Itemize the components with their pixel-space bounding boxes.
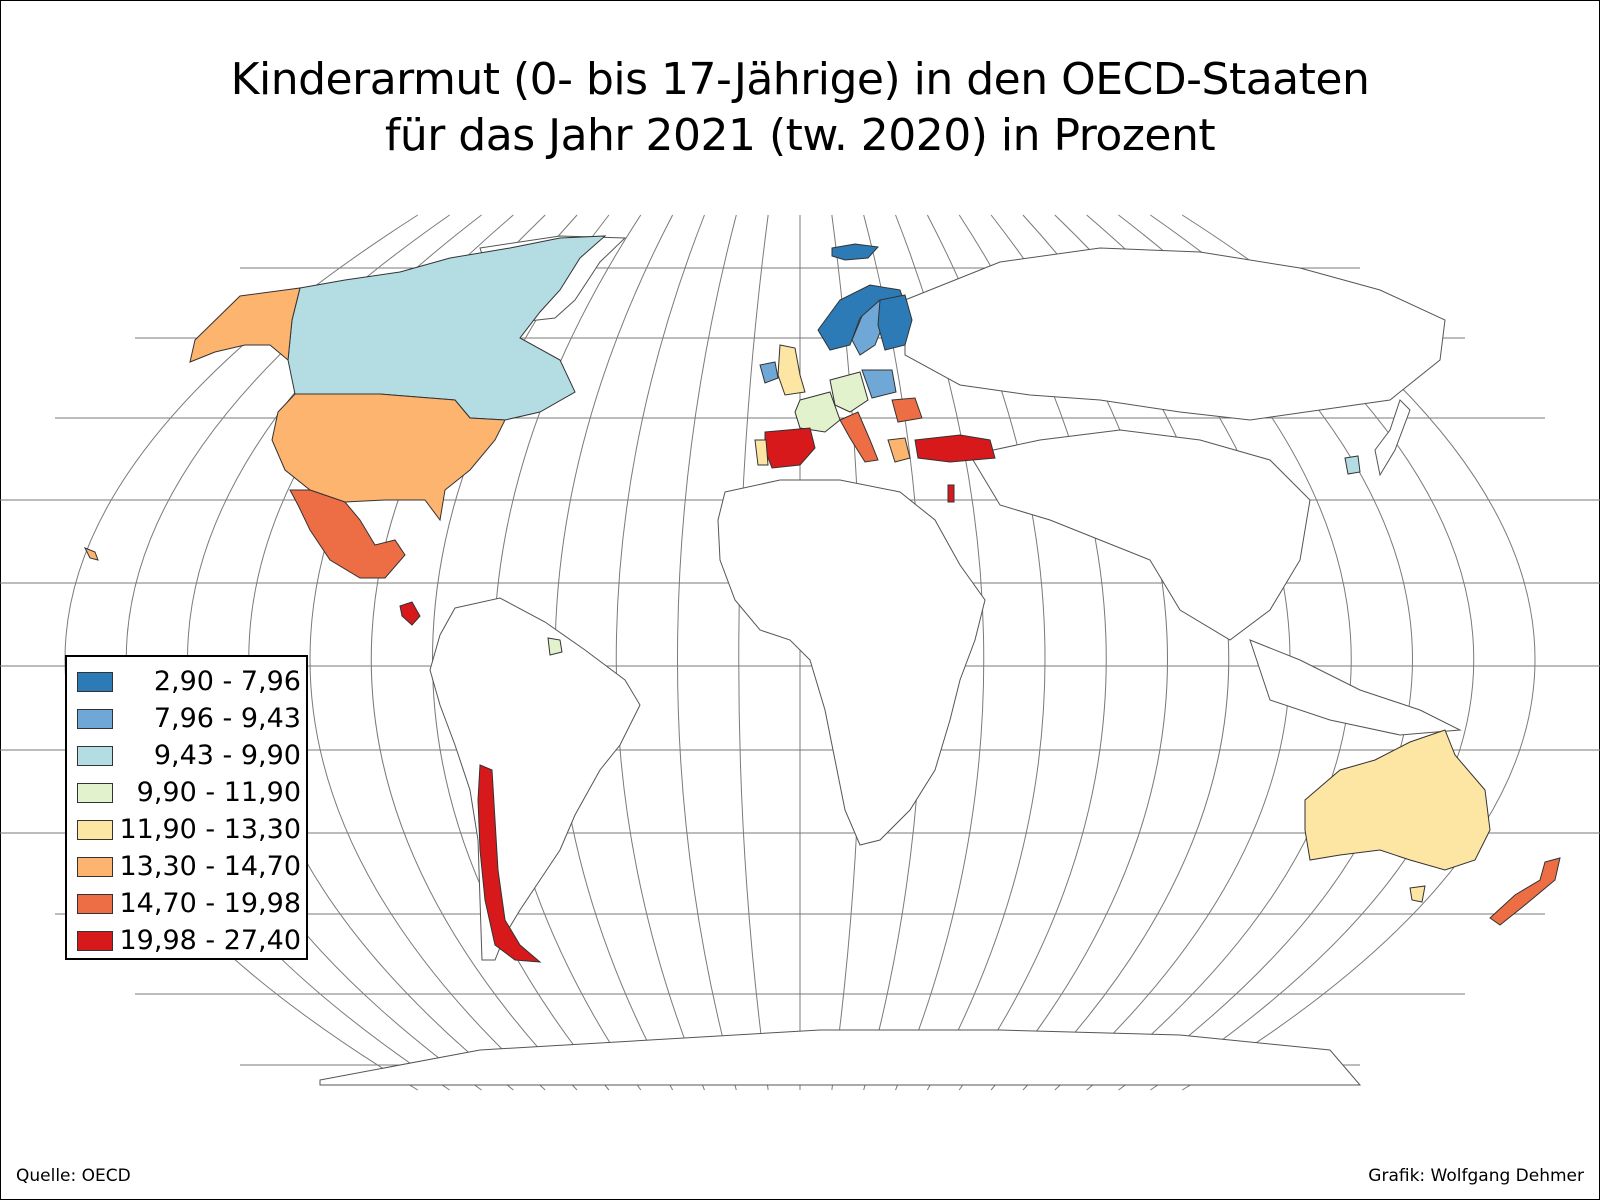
outline-russia-asia bbox=[904, 247, 1446, 421]
legend-row: 14,70 - 19,98 bbox=[77, 889, 301, 919]
legend-row: 7,96 - 9,43 bbox=[77, 704, 301, 734]
country-turkey bbox=[914, 434, 996, 463]
graticule-meridian bbox=[677, 214, 737, 1091]
country-usa bbox=[271, 393, 506, 522]
legend-label: 9,90 - 11,90 bbox=[136, 777, 301, 808]
oecd-countries bbox=[83, 235, 1561, 963]
country-spain bbox=[764, 427, 816, 469]
country-poland bbox=[861, 369, 897, 399]
country-south-korea bbox=[1344, 455, 1361, 475]
map-title: Kinderarmut (0- bis 17-Jährige) in den O… bbox=[0, 52, 1600, 164]
title-line-2: für das Jahr 2021 (tw. 2020) in Prozent bbox=[384, 110, 1216, 161]
legend-row: 9,43 - 9,90 bbox=[77, 741, 301, 771]
country-colombia bbox=[547, 637, 563, 656]
country-ireland bbox=[759, 361, 779, 384]
legend-swatch bbox=[77, 672, 113, 692]
map-legend: 2,90 - 7,96 7,96 - 9,43 9,43 - 9,90 9,90… bbox=[65, 655, 308, 960]
legend-label: 14,70 - 19,98 bbox=[119, 888, 302, 919]
country-new-zealand bbox=[1489, 857, 1561, 926]
country-uk bbox=[777, 344, 806, 396]
graticule-meridian bbox=[615, 214, 705, 1091]
legend-swatch bbox=[77, 783, 113, 803]
country-hawaii bbox=[83, 547, 99, 561]
outline-japan bbox=[1374, 399, 1411, 477]
legend-row: 11,90 - 13,30 bbox=[77, 815, 301, 845]
legend-label: 11,90 - 13,30 bbox=[119, 814, 302, 845]
legend-row: 2,90 - 7,96 bbox=[77, 667, 301, 697]
graticule-meridian bbox=[738, 214, 769, 1091]
legend-row: 19,98 - 27,40 bbox=[77, 926, 301, 956]
outline-south-america bbox=[429, 597, 641, 961]
legend-label: 2,90 - 7,96 bbox=[153, 666, 301, 697]
credit-note: Grafik: Wolfgang Dehmer bbox=[1368, 1166, 1584, 1186]
legend-label: 13,30 - 14,70 bbox=[119, 851, 302, 882]
outline-southeast-asia bbox=[1249, 639, 1462, 736]
country-germany bbox=[829, 371, 869, 413]
outline-africa bbox=[717, 479, 986, 846]
legend-swatch bbox=[77, 820, 113, 840]
legend-row: 9,90 - 11,90 bbox=[77, 778, 301, 808]
legend-swatch bbox=[77, 931, 113, 951]
country-iceland bbox=[831, 243, 880, 261]
source-note: Quelle: OECD bbox=[16, 1166, 131, 1186]
legend-swatch bbox=[77, 746, 113, 766]
legend-row: 13,30 - 14,70 bbox=[77, 852, 301, 882]
country-australia bbox=[1304, 729, 1491, 871]
country-france bbox=[794, 391, 841, 433]
legend-label: 9,43 - 9,90 bbox=[153, 740, 301, 771]
title-line-1: Kinderarmut (0- bis 17-Jährige) in den O… bbox=[230, 54, 1370, 105]
legend-label: 7,96 - 9,43 bbox=[153, 703, 301, 734]
legend-swatch bbox=[77, 857, 113, 877]
country-italy bbox=[839, 411, 879, 463]
country-greece bbox=[887, 437, 911, 463]
country-finland bbox=[877, 294, 913, 351]
country-portugal bbox=[754, 439, 769, 466]
legend-swatch bbox=[77, 894, 113, 914]
legend-swatch bbox=[77, 709, 113, 729]
outline-middle-east-asia bbox=[969, 429, 1311, 641]
country-israel bbox=[947, 484, 955, 503]
country-canada bbox=[287, 235, 607, 421]
country-tasmania bbox=[1409, 885, 1426, 903]
country-chile bbox=[477, 764, 542, 963]
country-mexico bbox=[289, 489, 406, 579]
outline-antarctica bbox=[319, 1029, 1362, 1086]
legend-label: 19,98 - 27,40 bbox=[119, 925, 302, 956]
country-alaska bbox=[189, 287, 301, 363]
country-costa-rica bbox=[399, 601, 421, 626]
country-romania bbox=[891, 397, 923, 423]
